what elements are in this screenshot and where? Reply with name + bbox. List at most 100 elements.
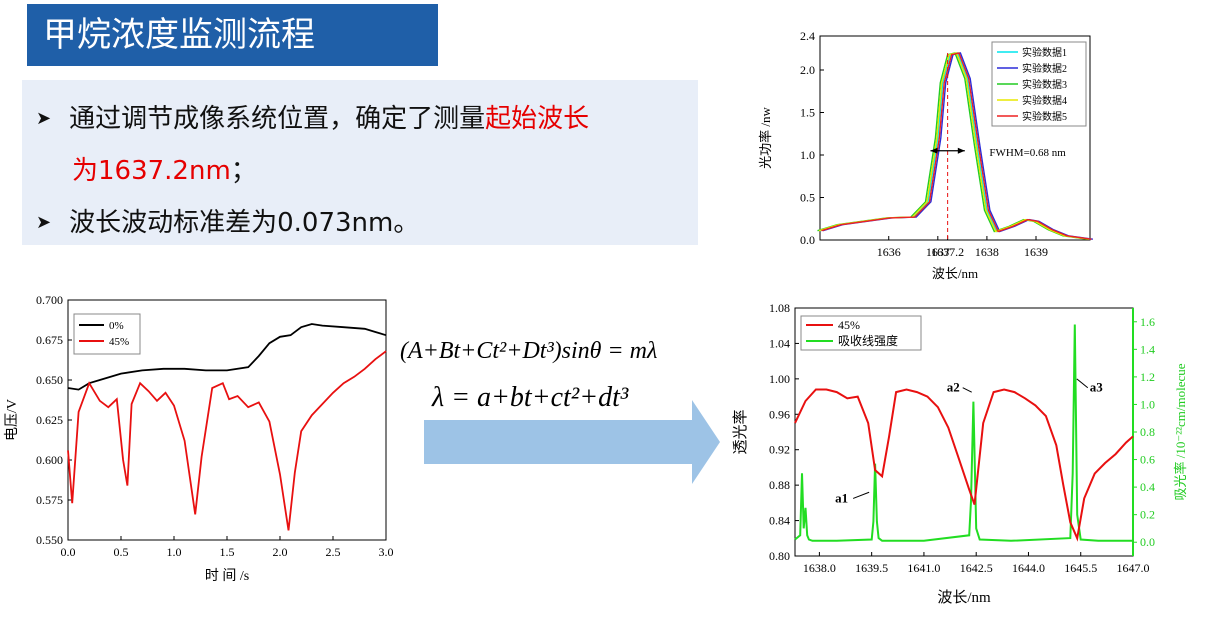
bullet-1-highlight: 起始波长 (485, 104, 590, 134)
legend-label: 45% (838, 318, 860, 332)
y-tick-label: 0.700 (36, 293, 63, 307)
y-tick-label: 1.0 (800, 148, 815, 162)
legend-label: 实验数据4 (1022, 94, 1067, 107)
y2-tick-label: 0.8 (1140, 425, 1155, 439)
y-tick-label: 0.0 (800, 233, 815, 247)
bullet-1-highlight-2: 为1637.2nm (72, 156, 231, 186)
legend-label: 实验数据5 (1022, 110, 1067, 123)
fwhm-arrowhead-left (930, 147, 938, 154)
x-tick-label: 1637.2 (931, 245, 964, 259)
y-tick-label: 1.04 (769, 336, 790, 350)
process-arrow-icon (424, 400, 720, 484)
y-tick-label: 0.88 (769, 478, 790, 492)
legend-label: 吸收线强度 (838, 333, 898, 348)
x-tick-label: 2.0 (273, 545, 288, 559)
x-tick-label: 3.0 (379, 545, 394, 559)
y-tick-label: 1.08 (769, 301, 790, 315)
x-tick-label: 1644.0 (1012, 561, 1045, 575)
plot-frame (819, 35, 1091, 241)
voltage-chart-svg: 0.0 0.5 1.0 1.5 2.0 2.5 3.0 0.550 0.575 0.600 0.62… (4, 293, 394, 584)
x-tick-label: 1642.5 (960, 561, 993, 575)
bullet-list: ➤ 通过调节成像系统位置，确定了测量起始波长 为1637.2nm； ➤ 波长波动标准… (22, 80, 698, 245)
x-tick-label: 1636 (877, 245, 901, 259)
fwhm-arrowhead-right (957, 147, 965, 154)
y2-tick-label: 0.0 (1140, 535, 1155, 549)
x-tick-label: 1.0 (167, 545, 182, 559)
y-tick-label: 0.550 (36, 533, 63, 547)
series-line (821, 52, 1092, 240)
y-tick-label: 1.5 (800, 106, 815, 120)
y2-tick-label: 1.4 (1140, 342, 1155, 356)
legend-label: 45% (109, 336, 129, 348)
x-tick-label: 1641.0 (907, 561, 940, 575)
x-tick-label: 0.0 (61, 545, 76, 559)
series-line (794, 388, 1134, 542)
formula-grating-equation: (A+Bt+Ct²+Dt³)sinθ = mλ (400, 338, 658, 364)
x-tick-label: 1645.5 (1064, 561, 1097, 575)
annotation-arrow (852, 491, 870, 499)
y-tick-label: 0.92 (769, 443, 790, 457)
bullet-arrow-icon: ➤ (36, 108, 52, 129)
legend-label: 0% (109, 320, 124, 332)
y2-tick-label: 0.2 (1140, 508, 1155, 522)
annotation-label: a2 (947, 380, 960, 395)
legend-label: 实验数据2 (1022, 62, 1067, 75)
spectrum-chart: 1636 1637 1637.2 1638 1639 0.0 0.5 1.0 1.5 2.0 2.4… (752, 20, 1102, 282)
series-line (794, 324, 1133, 542)
legend-box (73, 313, 141, 355)
y-tick-label: 1.00 (769, 372, 790, 386)
y-tick-label: 2.0 (800, 63, 815, 77)
y-tick-label: 0.600 (36, 453, 63, 467)
legend-label: 实验数据3 (1022, 78, 1067, 91)
y-tick-label: 2.4 (800, 29, 815, 43)
y2-axis-label: 吸光率 /10⁻²²cm/molecue (1173, 363, 1188, 500)
x-axis-label: 波长/nm (937, 589, 991, 606)
x-tick-label: 0.5 (114, 545, 129, 559)
annotation-label: a3 (1090, 380, 1104, 395)
y2-tick-label: 1.2 (1140, 370, 1155, 384)
y-axis-label: 光功率 /nw (758, 107, 773, 169)
bullet-1-suffix: ； (230, 156, 257, 186)
bullet-2: ➤ 波长波动标准差为0.073nm。 (36, 202, 419, 239)
transmittance-chart: 1638.0 1639.5 1641.0 1642.5 1644.0 1645.5 1647… (725, 298, 1195, 618)
bullet-2-text: 波长波动标准差为0.073nm。 (69, 208, 420, 238)
y-axis-label: 透光率 (732, 409, 749, 454)
x-tick-label: 1638.0 (803, 561, 836, 575)
x-axis-label: 波长/nm (932, 266, 978, 281)
formula-wavelength-fit: λ = a+bt+ct²+dt³ (432, 382, 629, 413)
slide-title: 甲烷浓度监测流程 (27, 4, 438, 66)
legend-label: 实验数据1 (1022, 46, 1067, 59)
y-tick-label: 0.675 (36, 333, 63, 347)
y-tick-label: 0.575 (36, 493, 63, 507)
y2-tick-label: 1.0 (1140, 397, 1155, 411)
x-tick-label: 1639.5 (855, 561, 888, 575)
y-tick-label: 0.80 (769, 549, 790, 563)
y-tick-label: 0.84 (769, 514, 790, 528)
x-tick-label: 1638 (975, 245, 999, 259)
y2-tick-label: 0.6 (1140, 453, 1155, 467)
bullet-1-cont: 为1637.2nm； (72, 150, 257, 187)
y-tick-label: 0.5 (800, 191, 815, 205)
voltage-chart: 0.0 0.5 1.0 1.5 2.0 2.5 3.0 0.550 0.575 0.600 0.62… (0, 288, 400, 592)
fwhm-annotation: FWHM=0.68 nm (989, 147, 1066, 159)
bullet-arrow-icon: ➤ (36, 212, 52, 233)
transmittance-chart-svg: 1638.0 1639.5 1641.0 1642.5 1644.0 1645.5 1647… (732, 301, 1188, 606)
x-tick-label: 1.5 (220, 545, 235, 559)
x-tick-label: 1637 (926, 245, 950, 259)
series-line (67, 350, 387, 531)
annotation-arrow (962, 387, 972, 393)
bullet-1-text: 通过调节成像系统位置，确定了测量 (69, 104, 486, 134)
x-tick-label: 1639 (1024, 245, 1048, 259)
x-tick-label: 2.5 (326, 545, 341, 559)
y-axis-label: 电压/V (4, 399, 20, 441)
bullet-1: ➤ 通过调节成像系统位置，确定了测量起始波长 (36, 98, 589, 135)
x-tick-label: 1647.0 (1117, 561, 1150, 575)
series-line (67, 323, 387, 391)
x-axis-label: 时 间 /s (205, 568, 249, 584)
y-tick-label: 0.96 (769, 407, 790, 421)
y2-tick-label: 1.6 (1140, 315, 1155, 329)
annotation-arrow (1076, 378, 1089, 389)
legend-box (800, 315, 922, 351)
y2-tick-label: 0.4 (1140, 480, 1155, 494)
